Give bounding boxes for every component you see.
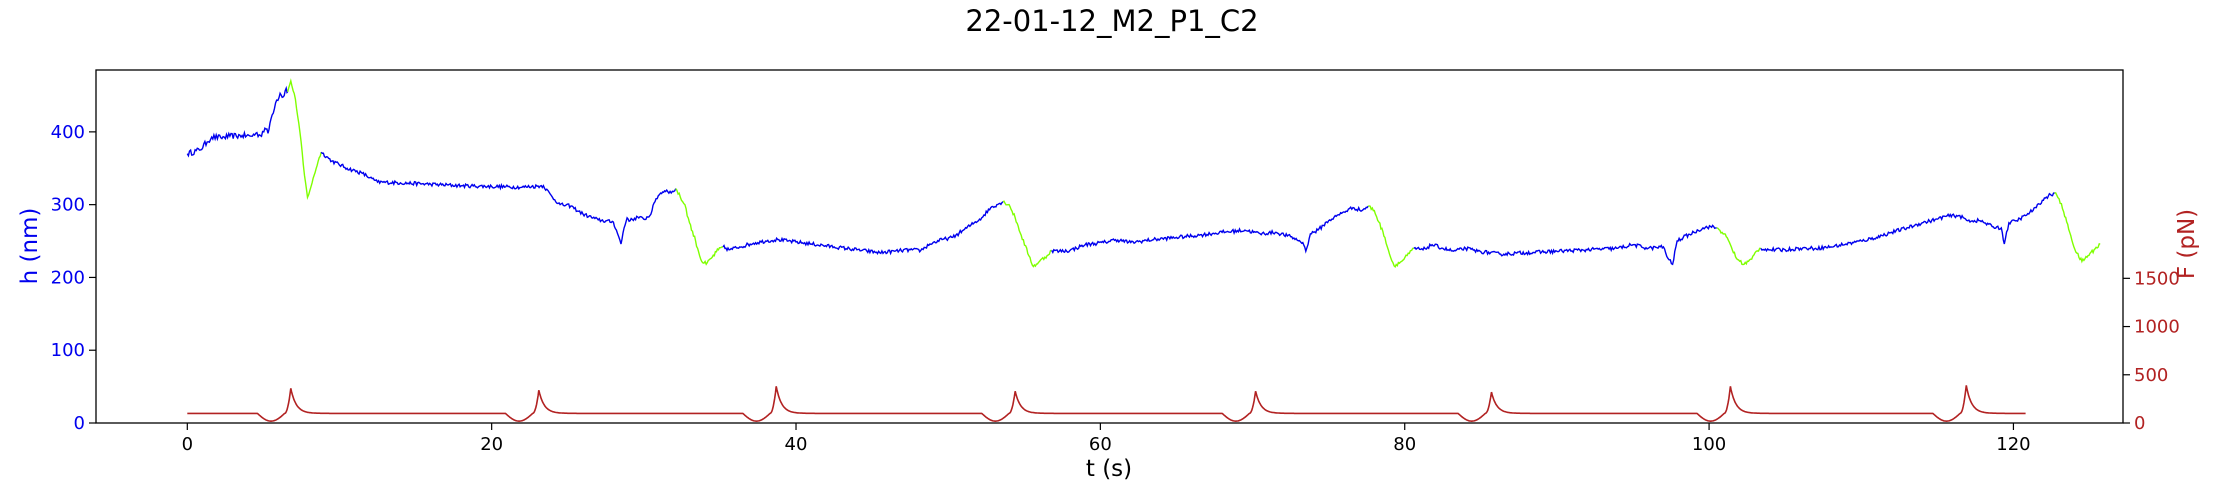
x-tick-label: 60 [1089, 434, 1112, 455]
height-series-2 [320, 151, 677, 245]
height-series-9 [1716, 227, 1761, 266]
y-left-tick-label: 0 [74, 413, 85, 434]
y-left-tick-label: 400 [51, 122, 85, 143]
height-series-6 [1051, 205, 1369, 255]
x-tick-label: 120 [1996, 434, 2030, 455]
y-right-tick-label: 0 [2134, 413, 2145, 434]
height-series-3 [675, 188, 724, 266]
plot-frame [95, 69, 2124, 424]
x-tick-label: 100 [1692, 434, 1726, 455]
height-series-0 [186, 85, 289, 158]
y-axis-left: 0 100 200 300 400 [51, 122, 96, 434]
y-left-tick-label: 200 [51, 267, 85, 288]
y-left-tick-label: 300 [51, 195, 85, 216]
height-series-5 [1002, 200, 1052, 268]
x-tick-label: 40 [785, 434, 808, 455]
y-axis-left-label: h (nm) [17, 208, 43, 285]
force-series [187, 385, 2026, 423]
x-axis: 0 20 40 60 80 100 120 [182, 423, 2031, 455]
height-series-11 [2054, 192, 2101, 264]
x-tick-label: 80 [1393, 434, 1416, 455]
height-series-10 [1760, 192, 2055, 253]
x-tick-label: 20 [480, 434, 503, 455]
y-axis-right-label: F (pN) [2174, 209, 2200, 279]
y-right-tick-label: 500 [2134, 365, 2168, 386]
chart-title: 22-01-12_M2_P1_C2 [965, 4, 1258, 38]
y-right-tick-label: 1000 [2134, 317, 2180, 338]
y-right-tick-label: 1500 [2134, 268, 2180, 289]
y-axis-right: 0 500 1000 1500 [2123, 268, 2180, 434]
height-series-7 [1368, 205, 1414, 268]
x-tick-label: 0 [182, 434, 193, 455]
height-series-8 [1413, 224, 1717, 266]
y-left-tick-label: 100 [51, 340, 85, 361]
x-axis-label: t (s) [1086, 456, 1132, 482]
plot-area [186, 78, 2101, 423]
height-series-1 [287, 78, 322, 201]
height-series-4 [722, 201, 1004, 256]
